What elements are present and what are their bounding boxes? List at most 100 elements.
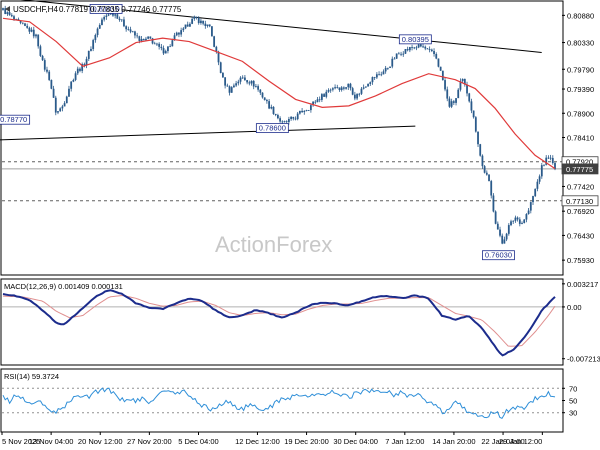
candle-body	[415, 47, 418, 49]
candle-body	[4, 8, 7, 15]
candle-body	[202, 20, 205, 24]
candle-body	[507, 225, 510, 234]
candle-body	[226, 85, 229, 87]
candle-body	[41, 55, 44, 61]
candle-body	[329, 89, 332, 91]
candle-body	[459, 81, 462, 90]
candle-body	[160, 46, 163, 49]
candle-body	[512, 220, 515, 222]
rsi-panel[interactable]: RSI(14) 59.3724 70 50 30	[0, 368, 577, 433]
candle-body	[474, 117, 477, 132]
candle-body	[8, 12, 11, 16]
candle-body	[389, 66, 391, 68]
price-label-text: 0.78600	[259, 124, 286, 133]
candle-body	[450, 101, 453, 107]
price-annotations: 0.81010 0.78770 0.78600 0.80395 0.76030	[0, 4, 515, 261]
candle-body	[391, 58, 394, 67]
triangle-icon	[5, 6, 10, 12]
candle-body	[367, 83, 369, 87]
candle-body	[101, 19, 103, 26]
candle-body	[463, 78, 466, 85]
candle-body	[461, 78, 464, 82]
candle-body	[534, 188, 537, 197]
price-tick-label: 0.80880	[567, 11, 594, 20]
candle-body	[406, 49, 409, 51]
candle-body	[263, 97, 266, 101]
candle-body	[43, 60, 46, 70]
candle-body	[371, 77, 374, 83]
candle-body	[162, 48, 165, 54]
candle-body	[46, 69, 48, 72]
candle-body	[158, 43, 161, 47]
candle-body	[472, 110, 475, 118]
candle-body	[123, 19, 125, 27]
price-label-text: 0.81010	[93, 4, 120, 13]
candle-body	[219, 62, 222, 73]
candle-body	[255, 86, 257, 87]
price-panel[interactable]: ActionForex 0.81010 0.78770 0.78600 0.80395…	[0, 0, 599, 276]
price-axis: 0.80880 0.80330 0.79790 0.79390 0.78900 0.784…	[561, 11, 599, 265]
candle-body	[140, 38, 143, 41]
price-tag-text: 0.77130	[566, 197, 593, 206]
candle-body	[114, 14, 117, 16]
candle-body	[233, 85, 235, 88]
candle-body	[283, 121, 286, 123]
price-tick-label: 0.76920	[567, 207, 594, 216]
price-panel-frame	[0, 0, 564, 276]
candle-body	[483, 166, 486, 173]
macd-panel[interactable]: MACD(12,26,9) 0.001409 0.000131 0.003217…	[0, 278, 600, 366]
rsi-axis: 70 50 30	[562, 384, 577, 418]
candle-body	[325, 91, 328, 97]
time-tick-label: 7 Jan 12:00	[385, 437, 424, 446]
candle-body	[37, 34, 40, 47]
candle-body	[452, 101, 455, 103]
candle-body	[76, 68, 79, 74]
candle-body	[532, 196, 534, 203]
candle-body	[527, 210, 530, 215]
candle-body	[197, 17, 200, 24]
candle-body	[19, 20, 22, 23]
candle-body	[270, 106, 273, 109]
price-tag-text: 0.77775	[566, 165, 593, 174]
candle-body	[549, 157, 552, 159]
price-label-text: 0.76030	[485, 251, 512, 260]
candle-body	[538, 176, 541, 182]
candle-body	[439, 66, 442, 71]
price-tick-label: 0.78410	[567, 134, 594, 143]
candle-body	[252, 80, 255, 87]
candle-body	[120, 19, 123, 21]
moving-average-line	[2, 17, 556, 170]
candle-body	[529, 202, 532, 211]
candle-body	[171, 40, 174, 47]
candle-body	[136, 35, 139, 37]
time-tick-label: 20 Nov 12:00	[78, 437, 123, 446]
candle-body	[349, 83, 352, 89]
candle-body	[301, 110, 303, 113]
candle-body	[375, 74, 378, 78]
candle-body	[400, 53, 402, 55]
candle-body	[351, 88, 354, 95]
candle-body	[70, 81, 73, 89]
candle-body	[127, 29, 130, 30]
candle-body	[551, 157, 554, 164]
candle-body	[65, 96, 68, 104]
time-tick-label: 29 Jan 12:00	[499, 437, 542, 446]
candle-body	[470, 101, 473, 111]
price-label-box	[398, 34, 432, 45]
candle-body	[331, 88, 334, 90]
candle-body	[353, 94, 356, 99]
candle-body	[164, 51, 167, 54]
candle-body	[435, 54, 438, 59]
rsi-tick-label: 30	[569, 409, 577, 418]
macd-tick-label: 0.003217	[567, 280, 598, 289]
candle-body	[268, 101, 271, 109]
candle-body	[259, 89, 262, 93]
candle-body	[83, 64, 86, 66]
candle-body	[540, 165, 543, 177]
candle-body	[81, 64, 84, 71]
macd-title: MACD(12,26,9) 0.001409 0.000131	[4, 282, 123, 291]
candle-body	[303, 110, 306, 113]
time-tick-label: 30 Dec 04:00	[333, 437, 378, 446]
time-tick-label: 19 Dec 20:00	[284, 437, 329, 446]
candle-body	[230, 87, 233, 93]
